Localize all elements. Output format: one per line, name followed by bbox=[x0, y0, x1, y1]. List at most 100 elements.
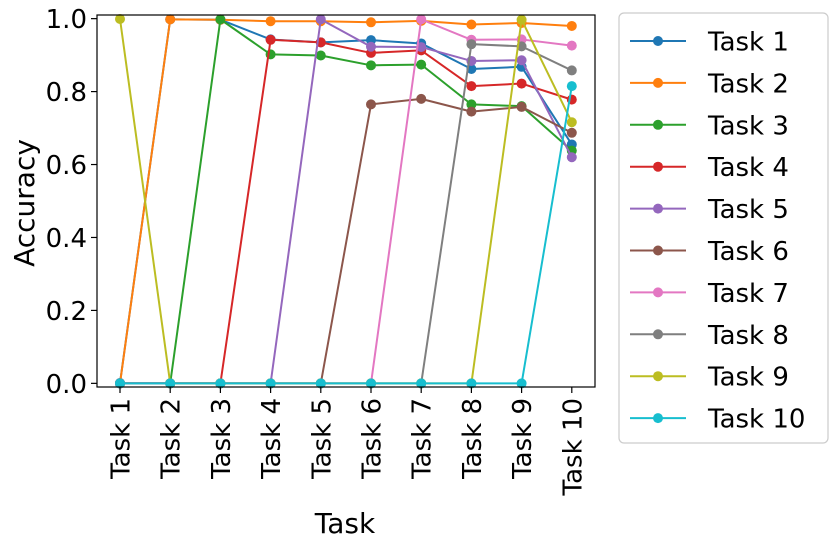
series-line bbox=[119, 18, 573, 385]
y-tick-label: 0.2 bbox=[46, 297, 87, 327]
series-line bbox=[120, 18, 572, 385]
legend-entry: Task 10 bbox=[630, 405, 805, 435]
y-tick-label: 0.6 bbox=[46, 151, 87, 181]
legend-marker bbox=[653, 413, 663, 424]
series-line bbox=[120, 85, 573, 385]
data-point bbox=[416, 14, 427, 25]
data-point bbox=[566, 20, 577, 31]
data-point bbox=[466, 106, 477, 117]
data-point bbox=[466, 378, 477, 389]
legend-marker bbox=[653, 77, 663, 88]
data-point bbox=[466, 39, 477, 50]
data-point bbox=[366, 17, 376, 28]
data-point bbox=[165, 378, 176, 389]
data-point bbox=[215, 378, 226, 389]
data-point bbox=[115, 378, 125, 389]
data-point bbox=[516, 14, 527, 25]
y-tick-label: 0.4 bbox=[46, 224, 87, 254]
data-point bbox=[566, 81, 577, 92]
legend-label: Task 8 bbox=[707, 321, 789, 351]
x-axis-label: Task bbox=[314, 507, 376, 540]
data-point bbox=[566, 65, 577, 76]
x-tick-label: Task 3 bbox=[207, 398, 237, 480]
series-line bbox=[120, 18, 573, 385]
x-tick-label: Task 1 bbox=[107, 398, 137, 480]
series-line bbox=[119, 18, 573, 384]
y-tick-label: 0.8 bbox=[46, 78, 87, 108]
legend-entry: Task 7 bbox=[630, 279, 789, 309]
legend-label: Task 4 bbox=[707, 153, 789, 183]
data-point bbox=[416, 93, 427, 104]
series-6 bbox=[115, 93, 577, 389]
y-tick-label: 1.0 bbox=[46, 5, 87, 35]
legend-entry: Task 6 bbox=[630, 237, 789, 267]
series-line bbox=[120, 43, 573, 385]
data-point bbox=[516, 55, 527, 66]
data-point bbox=[265, 378, 276, 389]
data-point bbox=[516, 78, 527, 89]
legend-marker bbox=[653, 161, 663, 172]
x-tick-label: Task 9 bbox=[508, 398, 538, 480]
series-4 bbox=[115, 34, 577, 389]
legend-entry: Task 5 bbox=[630, 195, 789, 225]
x-tick-label: Task 5 bbox=[307, 398, 337, 480]
data-point bbox=[566, 117, 577, 128]
legend-label: Task 6 bbox=[707, 237, 789, 267]
legend-marker bbox=[653, 287, 663, 298]
legend-label: Task 1 bbox=[707, 28, 789, 58]
series-line bbox=[120, 18, 573, 385]
legend-entry: Task 4 bbox=[630, 153, 789, 183]
data-point bbox=[115, 14, 125, 25]
legend: Task 1 Task 2 Task 3 Task 4 Task 5 Task 6 Task… bbox=[618, 12, 829, 444]
legend-entry: Task 2 bbox=[630, 69, 789, 99]
series-5 bbox=[115, 14, 577, 389]
data-point bbox=[566, 152, 577, 163]
data-point bbox=[366, 60, 376, 71]
series-8 bbox=[115, 39, 577, 389]
data-point bbox=[416, 378, 427, 389]
legend-entry: Task 3 bbox=[630, 111, 789, 141]
x-tick-label: Task 8 bbox=[458, 398, 488, 480]
legend-marker bbox=[653, 36, 663, 46]
x-tick-label: Task 2 bbox=[157, 398, 187, 480]
data-point bbox=[416, 59, 427, 70]
series-1 bbox=[115, 14, 577, 388]
x-tick-label: Task 4 bbox=[257, 398, 287, 480]
series-line bbox=[119, 18, 572, 384]
x-tick-label: Task 7 bbox=[408, 398, 438, 480]
y-axis-label: Accuracy bbox=[8, 139, 41, 267]
legend-label: Task 9 bbox=[707, 363, 789, 393]
data-point bbox=[516, 378, 527, 389]
data-point bbox=[165, 14, 176, 25]
series-10 bbox=[115, 81, 577, 389]
axes: 0.0 0.2 0.4 0.6 0.8 1.0 Task 1 Task 2 Task 3 Task… bbox=[46, 5, 596, 496]
data-point bbox=[566, 40, 577, 51]
data-point bbox=[315, 378, 326, 389]
data-point bbox=[516, 101, 527, 112]
x-tick-label: Task 10 bbox=[558, 398, 588, 496]
legend-entry: Task 8 bbox=[630, 321, 789, 351]
legend-marker bbox=[653, 203, 663, 214]
series-7 bbox=[115, 14, 577, 389]
y-tick-label: 0.0 bbox=[46, 370, 87, 400]
legend-marker bbox=[653, 119, 663, 130]
data-point bbox=[466, 81, 477, 92]
legend-entry: Task 9 bbox=[630, 363, 789, 393]
legend-marker bbox=[653, 245, 663, 256]
data-point bbox=[366, 378, 376, 389]
data-point bbox=[366, 99, 376, 110]
legend-entry: Task 1 bbox=[630, 28, 789, 58]
data-point bbox=[466, 19, 477, 30]
legend-label: Task 2 bbox=[707, 69, 789, 99]
series-9 bbox=[115, 14, 577, 389]
data-point bbox=[466, 99, 477, 110]
data-point bbox=[315, 14, 326, 25]
x-tick-label: Task 6 bbox=[358, 398, 388, 480]
series-3 bbox=[115, 14, 577, 389]
legend-label: Task 7 bbox=[707, 279, 789, 309]
series-2 bbox=[115, 14, 577, 389]
legend-label: Task 3 bbox=[707, 111, 789, 141]
data-point bbox=[366, 41, 376, 52]
plot-frame bbox=[96, 14, 596, 388]
